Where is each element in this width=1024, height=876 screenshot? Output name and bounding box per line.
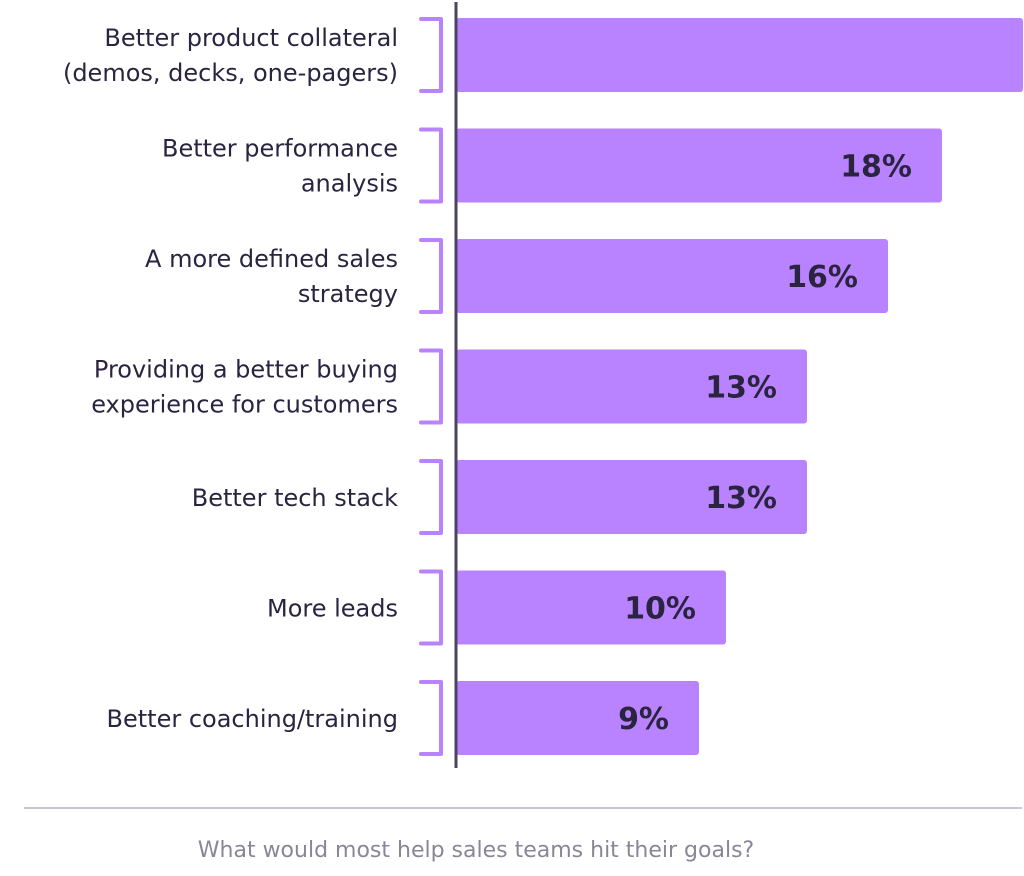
bar-7	[456, 681, 699, 755]
value-label-2: 18%	[840, 150, 912, 185]
bar-1	[456, 18, 1023, 92]
category-label-2: Better performance analysis	[162, 135, 398, 198]
bar-6	[456, 570, 726, 645]
category-label-1: Better product collateral (demos, decks, …	[63, 24, 398, 87]
value-label-6: 10%	[624, 592, 696, 627]
value-label-4: 13%	[705, 371, 777, 406]
category-label-3: A more defined sales strategy	[145, 245, 398, 308]
bar-5	[456, 460, 807, 534]
value-label-5: 13%	[705, 481, 777, 516]
value-label-7: 9%	[618, 702, 669, 737]
category-label-7: Better coaching/training	[107, 705, 398, 733]
chart-caption: What would most help sales teams hit the…	[197, 838, 755, 863]
category-label-5: Better tech stack	[192, 484, 398, 512]
category-label-4: Providing a better buying experience for …	[91, 356, 398, 419]
label-bracket-1	[419, 17, 443, 93]
label-bracket-5	[419, 459, 443, 535]
value-label-3: 16%	[786, 260, 858, 295]
label-bracket-4	[419, 348, 443, 425]
bar-3	[456, 239, 888, 313]
label-bracket-2	[419, 127, 443, 204]
label-bracket-6	[419, 569, 443, 646]
bar-2	[456, 128, 942, 203]
bar-4	[456, 349, 807, 424]
label-bracket-3	[419, 238, 443, 314]
category-label-6: More leads	[267, 595, 398, 623]
bar-chart: Better product collateral (demos, decks, …	[24, 2, 1023, 809]
label-bracket-7	[419, 680, 443, 756]
